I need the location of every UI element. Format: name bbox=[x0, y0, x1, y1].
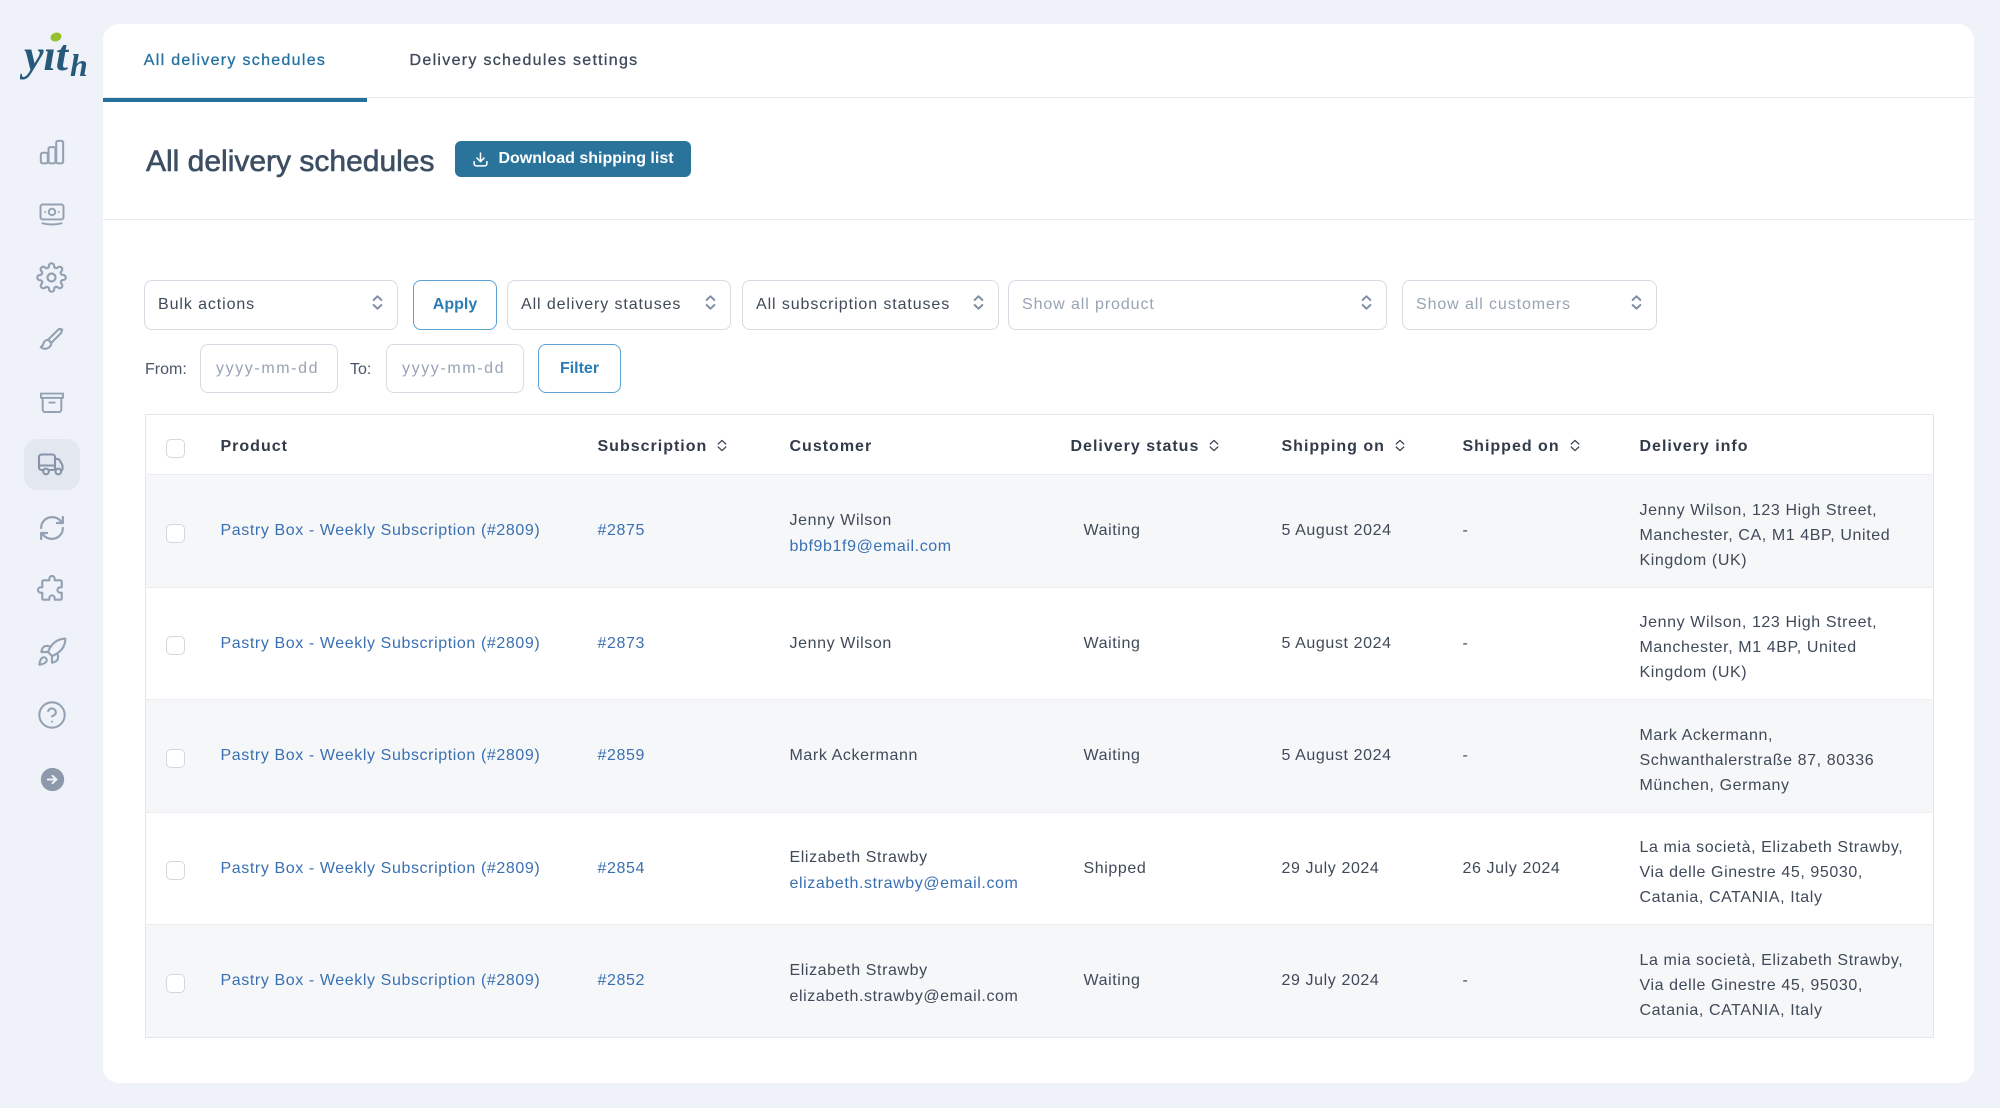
svg-text:h: h bbox=[70, 47, 88, 83]
svg-text:yıt: yıt bbox=[20, 31, 70, 80]
